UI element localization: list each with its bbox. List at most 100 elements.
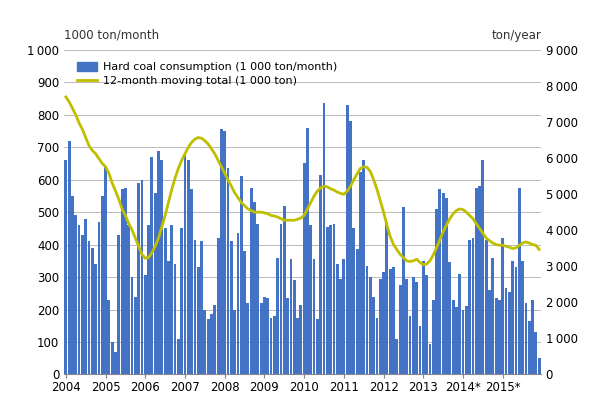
Bar [329,225,332,374]
Bar [313,259,315,374]
Bar [356,250,359,374]
Bar [369,277,371,374]
Bar [346,105,348,374]
Bar [104,167,107,374]
Bar [365,266,368,374]
Bar [273,316,276,374]
Bar [101,196,103,374]
Bar [382,272,385,374]
Bar [442,193,445,374]
Bar [187,160,190,374]
Bar [293,280,296,374]
Bar [465,306,468,374]
Bar [286,298,289,374]
Bar [81,235,84,374]
Bar [396,339,398,374]
Bar [399,285,402,374]
Bar [88,241,90,374]
Bar [114,352,117,374]
Bar [74,215,77,374]
Bar [525,303,528,374]
Bar [227,168,229,374]
Bar [468,240,471,374]
Bar [362,160,365,374]
Bar [389,269,391,374]
Bar [257,223,259,374]
Bar [488,290,491,374]
Bar [471,238,474,374]
Bar [77,225,80,374]
Bar [385,222,388,374]
Bar [283,206,286,374]
Bar [200,241,203,374]
Bar [511,261,514,374]
Bar [214,305,216,374]
Bar [478,186,481,374]
Bar [220,129,223,374]
Bar [306,128,309,374]
Bar [495,298,497,374]
Bar [223,131,226,374]
Bar [333,223,335,374]
Bar [402,207,405,374]
Bar [180,228,183,374]
Bar [108,300,110,374]
Bar [197,267,200,374]
Bar [419,326,422,374]
Bar [263,297,266,374]
Bar [452,300,454,374]
Bar [521,261,524,374]
Bar [270,318,272,374]
Bar [299,305,302,374]
Bar [167,261,170,374]
Bar [326,227,329,374]
Bar [253,203,256,374]
Bar [505,288,508,374]
Bar [508,292,511,374]
Bar [151,157,153,374]
Bar [528,321,531,374]
Bar [455,307,458,374]
Bar [137,183,140,374]
Bar [237,233,240,374]
Bar [234,310,236,374]
Bar [207,319,209,374]
Bar [485,240,488,374]
Bar [531,300,534,374]
Bar [342,259,345,374]
Bar [68,141,71,374]
Bar [296,318,299,374]
Bar [171,225,173,374]
Bar [194,240,197,374]
Bar [462,310,465,374]
Bar [352,228,355,374]
Bar [121,189,123,374]
Bar [203,310,206,374]
Bar [336,264,339,374]
Bar [266,298,269,374]
Bar [84,219,87,374]
Bar [280,223,283,374]
Text: 1000 ton/month: 1000 ton/month [64,29,159,42]
Bar [230,241,233,374]
Bar [482,160,484,374]
Bar [134,297,137,374]
Bar [309,225,312,374]
Bar [376,318,378,374]
Bar [71,196,74,374]
Bar [379,279,382,374]
Bar [439,189,441,374]
Bar [140,180,143,374]
Bar [538,358,540,374]
Text: ton/year: ton/year [492,29,541,42]
Bar [243,251,246,374]
Bar [164,228,166,374]
Bar [190,189,193,374]
Bar [408,316,411,374]
Bar [144,275,146,374]
Bar [359,172,362,374]
Bar [415,282,418,374]
Bar [157,151,160,374]
Bar [425,275,428,374]
Bar [435,209,438,374]
